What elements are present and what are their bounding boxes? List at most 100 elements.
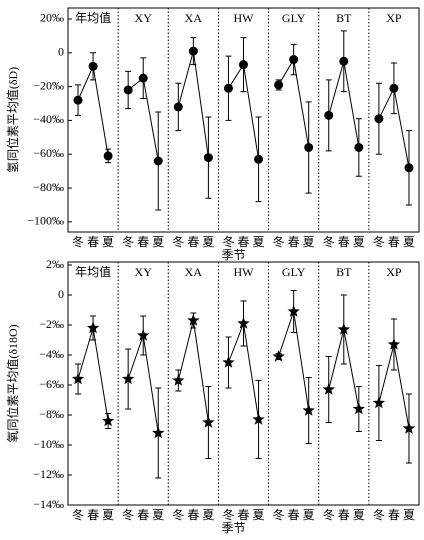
x-tick-label: 春 (87, 508, 99, 522)
x-tick-label: 冬 (273, 234, 285, 249)
x-tick-label: 夏 (303, 508, 315, 522)
marker (121, 372, 135, 385)
marker (172, 374, 185, 386)
group-label: XY (135, 265, 153, 279)
x-tick-label: 冬 (373, 234, 385, 249)
y-tick-label: −20‰ (33, 78, 64, 92)
x-tick-label: 冬 (222, 507, 234, 522)
marker (101, 414, 115, 427)
x-tick-label: 春 (388, 508, 400, 522)
y-tick-label: −10‰ (33, 437, 64, 451)
marker (237, 317, 250, 329)
x-tick-label: 冬 (72, 234, 84, 249)
x-tick-label: 夏 (303, 235, 315, 249)
marker (389, 83, 399, 93)
group-label: XP (386, 265, 402, 279)
marker (73, 95, 83, 105)
marker (222, 356, 235, 368)
marker (289, 55, 299, 65)
group-label: 年均值 (75, 264, 111, 279)
x-tick-label: 夏 (353, 508, 365, 522)
x-tick-label: 春 (338, 235, 350, 249)
x-tick-label: 冬 (172, 234, 184, 249)
marker (322, 383, 335, 395)
x-tick-label: 夏 (102, 235, 114, 249)
x-tick-label: 春 (288, 235, 300, 249)
marker (352, 402, 366, 415)
marker (287, 305, 300, 317)
y-tick-label: −14‰ (33, 497, 64, 511)
x-tick-label: 春 (237, 235, 249, 249)
x-tick-label: 夏 (403, 508, 415, 522)
y-tick-label: −6‰ (39, 377, 64, 391)
x-tick-label: 夏 (202, 235, 214, 249)
series-line (177, 320, 209, 423)
plot-frame (67, 261, 420, 506)
marker (123, 85, 133, 95)
x-tick-label: 冬 (122, 507, 134, 522)
y-tick-label: −2‰ (39, 317, 64, 331)
marker (173, 102, 183, 112)
x-tick-label: 春 (187, 235, 199, 249)
marker (354, 142, 364, 152)
x-tick-label: 冬 (323, 507, 335, 522)
marker (404, 163, 414, 173)
marker (387, 338, 401, 350)
x-axis-label: 季节 (221, 521, 245, 535)
marker (86, 321, 100, 334)
x-tick-label: 夏 (152, 235, 164, 249)
x-tick-label: 冬 (72, 507, 84, 522)
x-tick-label: 夏 (353, 235, 365, 249)
marker (88, 61, 98, 71)
x-tick-label: 冬 (373, 507, 385, 522)
x-tick-label: 夏 (403, 235, 415, 249)
marker (324, 110, 334, 120)
x-tick-label: 夏 (102, 508, 114, 522)
group-label: XY (135, 11, 153, 25)
series-line (177, 50, 209, 158)
series-line (77, 327, 109, 422)
group-label: HW (234, 11, 255, 25)
y-tick-label: 2‰ (46, 257, 64, 271)
marker (339, 56, 349, 66)
group-label: 年均值 (75, 10, 111, 25)
marker (188, 46, 198, 56)
marker (223, 83, 233, 93)
marker (103, 151, 113, 161)
marker (252, 413, 265, 425)
x-tick-label: 春 (237, 508, 249, 522)
x-tick-label: 春 (338, 508, 350, 522)
y-tick-label: 0 (58, 45, 64, 59)
x-tick-label: 冬 (172, 507, 184, 522)
y-tick-label: −80‰ (33, 180, 64, 194)
group-label: XP (386, 11, 402, 25)
x-tick-label: 夏 (152, 508, 164, 522)
marker (203, 153, 213, 163)
x-axis-label: 季节 (221, 248, 245, 262)
marker (138, 73, 148, 83)
group-label: GLY (282, 11, 306, 25)
marker (274, 80, 284, 90)
x-tick-label: 春 (288, 508, 300, 522)
y-tick-label: −4‰ (39, 347, 64, 361)
x-tick-label: 春 (137, 508, 149, 522)
marker (254, 154, 264, 164)
marker (202, 416, 215, 428)
x-tick-label: 冬 (323, 234, 335, 249)
group-label: BT (336, 11, 352, 25)
x-tick-label: 冬 (222, 234, 234, 249)
x-tick-label: 夏 (202, 508, 214, 522)
group-label: BT (336, 265, 352, 279)
x-tick-label: 冬 (273, 507, 285, 522)
marker (372, 396, 386, 409)
group-label: HW (234, 265, 255, 279)
marker (239, 60, 248, 70)
marker (272, 350, 285, 362)
x-tick-label: 冬 (122, 234, 134, 249)
marker (337, 323, 350, 335)
y-tick-label: −40‰ (33, 112, 64, 126)
group-label: XA (185, 11, 203, 25)
y-tick-label: 0 (58, 287, 64, 301)
marker (302, 404, 315, 416)
